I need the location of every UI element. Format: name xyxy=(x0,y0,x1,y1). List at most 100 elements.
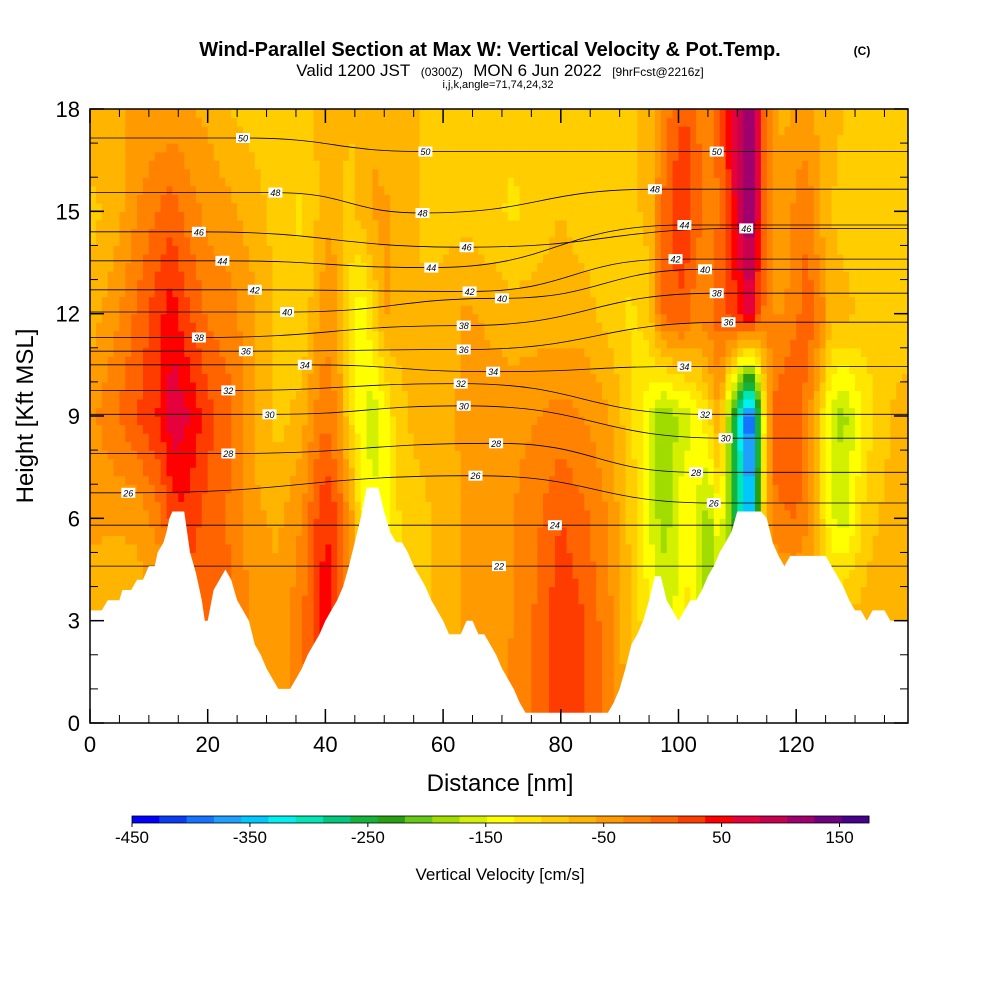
w-cell xyxy=(507,654,515,664)
w-cell xyxy=(131,458,138,468)
w-cell xyxy=(125,501,132,511)
w-cell xyxy=(872,578,880,588)
w-cell xyxy=(195,492,203,502)
w-cell xyxy=(537,629,544,639)
w-cell xyxy=(696,441,703,451)
w-cell xyxy=(125,569,132,579)
w-cell xyxy=(154,450,162,460)
w-cell xyxy=(478,450,485,460)
w-cell xyxy=(507,663,515,673)
w-cell xyxy=(607,552,615,562)
w-cell xyxy=(784,484,791,494)
w-cell xyxy=(431,458,438,468)
w-cell xyxy=(625,560,633,571)
w-cell xyxy=(372,450,379,460)
w-cell xyxy=(519,501,527,511)
w-cell xyxy=(195,416,203,426)
w-cell xyxy=(866,586,874,596)
w-cell xyxy=(731,424,738,434)
w-cell xyxy=(454,595,462,605)
w-cell xyxy=(472,441,479,451)
w-cell xyxy=(884,560,891,571)
w-cell xyxy=(384,424,391,434)
w-cell xyxy=(460,535,468,545)
w-cell xyxy=(95,416,103,426)
w-cell xyxy=(454,620,462,630)
w-cell xyxy=(425,509,432,519)
w-cell xyxy=(237,569,244,579)
w-cell xyxy=(625,569,633,579)
w-cell xyxy=(590,560,597,571)
w-cell xyxy=(237,526,244,536)
w-cell xyxy=(896,492,903,502)
w-cell xyxy=(237,492,244,502)
w-cell xyxy=(290,646,297,656)
w-cell xyxy=(837,433,844,443)
w-cell xyxy=(543,424,550,434)
w-cell xyxy=(284,646,291,656)
w-cell xyxy=(137,509,144,519)
w-cell xyxy=(313,509,321,519)
w-cell xyxy=(802,441,809,451)
w-cell xyxy=(207,586,215,596)
w-cell xyxy=(325,578,332,588)
w-cell xyxy=(190,543,197,554)
w-cell xyxy=(331,560,338,571)
w-cell xyxy=(631,484,638,494)
w-cell xyxy=(613,475,621,485)
w-cell xyxy=(284,433,291,443)
w-cell xyxy=(243,433,250,443)
w-cell xyxy=(496,552,503,562)
w-cell xyxy=(666,543,674,554)
w-cell xyxy=(819,475,827,485)
w-cell xyxy=(607,441,615,451)
w-cell xyxy=(631,458,638,468)
w-cell xyxy=(549,552,556,562)
w-cell xyxy=(131,526,138,536)
w-cell xyxy=(578,458,585,468)
w-cell xyxy=(290,518,297,528)
w-cell xyxy=(572,578,580,588)
w-cell xyxy=(254,569,262,579)
w-cell xyxy=(837,518,844,528)
w-cell xyxy=(496,518,503,528)
w-cell xyxy=(660,475,668,485)
w-cell xyxy=(784,543,791,554)
w-cell xyxy=(301,416,309,426)
w-cell xyxy=(290,560,297,571)
w-cell xyxy=(849,569,856,579)
w-cell xyxy=(813,501,821,511)
w-cell xyxy=(507,484,515,494)
w-cell xyxy=(501,595,509,605)
w-cell xyxy=(737,450,744,460)
w-cell xyxy=(254,603,262,613)
w-cell xyxy=(496,578,503,588)
w-cell xyxy=(760,441,768,451)
w-cell xyxy=(490,467,497,477)
w-cell xyxy=(443,484,450,494)
w-cell xyxy=(319,509,326,519)
w-cell xyxy=(272,671,279,681)
w-cell xyxy=(425,552,432,562)
w-cell xyxy=(837,501,844,511)
w-cell xyxy=(90,526,97,536)
w-cell xyxy=(401,424,409,434)
w-cell xyxy=(307,475,315,485)
w-cell xyxy=(131,518,138,528)
w-cell xyxy=(413,416,421,426)
w-cell xyxy=(443,424,450,434)
w-cell xyxy=(278,543,285,554)
w-cell xyxy=(831,552,838,562)
w-cell xyxy=(107,433,115,443)
w-cell xyxy=(772,543,780,554)
w-cell xyxy=(448,620,456,630)
w-cell xyxy=(549,595,556,605)
w-cell xyxy=(778,509,786,519)
w-cell xyxy=(684,578,691,588)
w-cell xyxy=(519,680,527,690)
w-cell xyxy=(543,509,550,519)
w-cell xyxy=(319,501,326,511)
w-cell xyxy=(472,424,479,434)
w-cell xyxy=(125,526,132,536)
w-cell xyxy=(207,509,215,519)
